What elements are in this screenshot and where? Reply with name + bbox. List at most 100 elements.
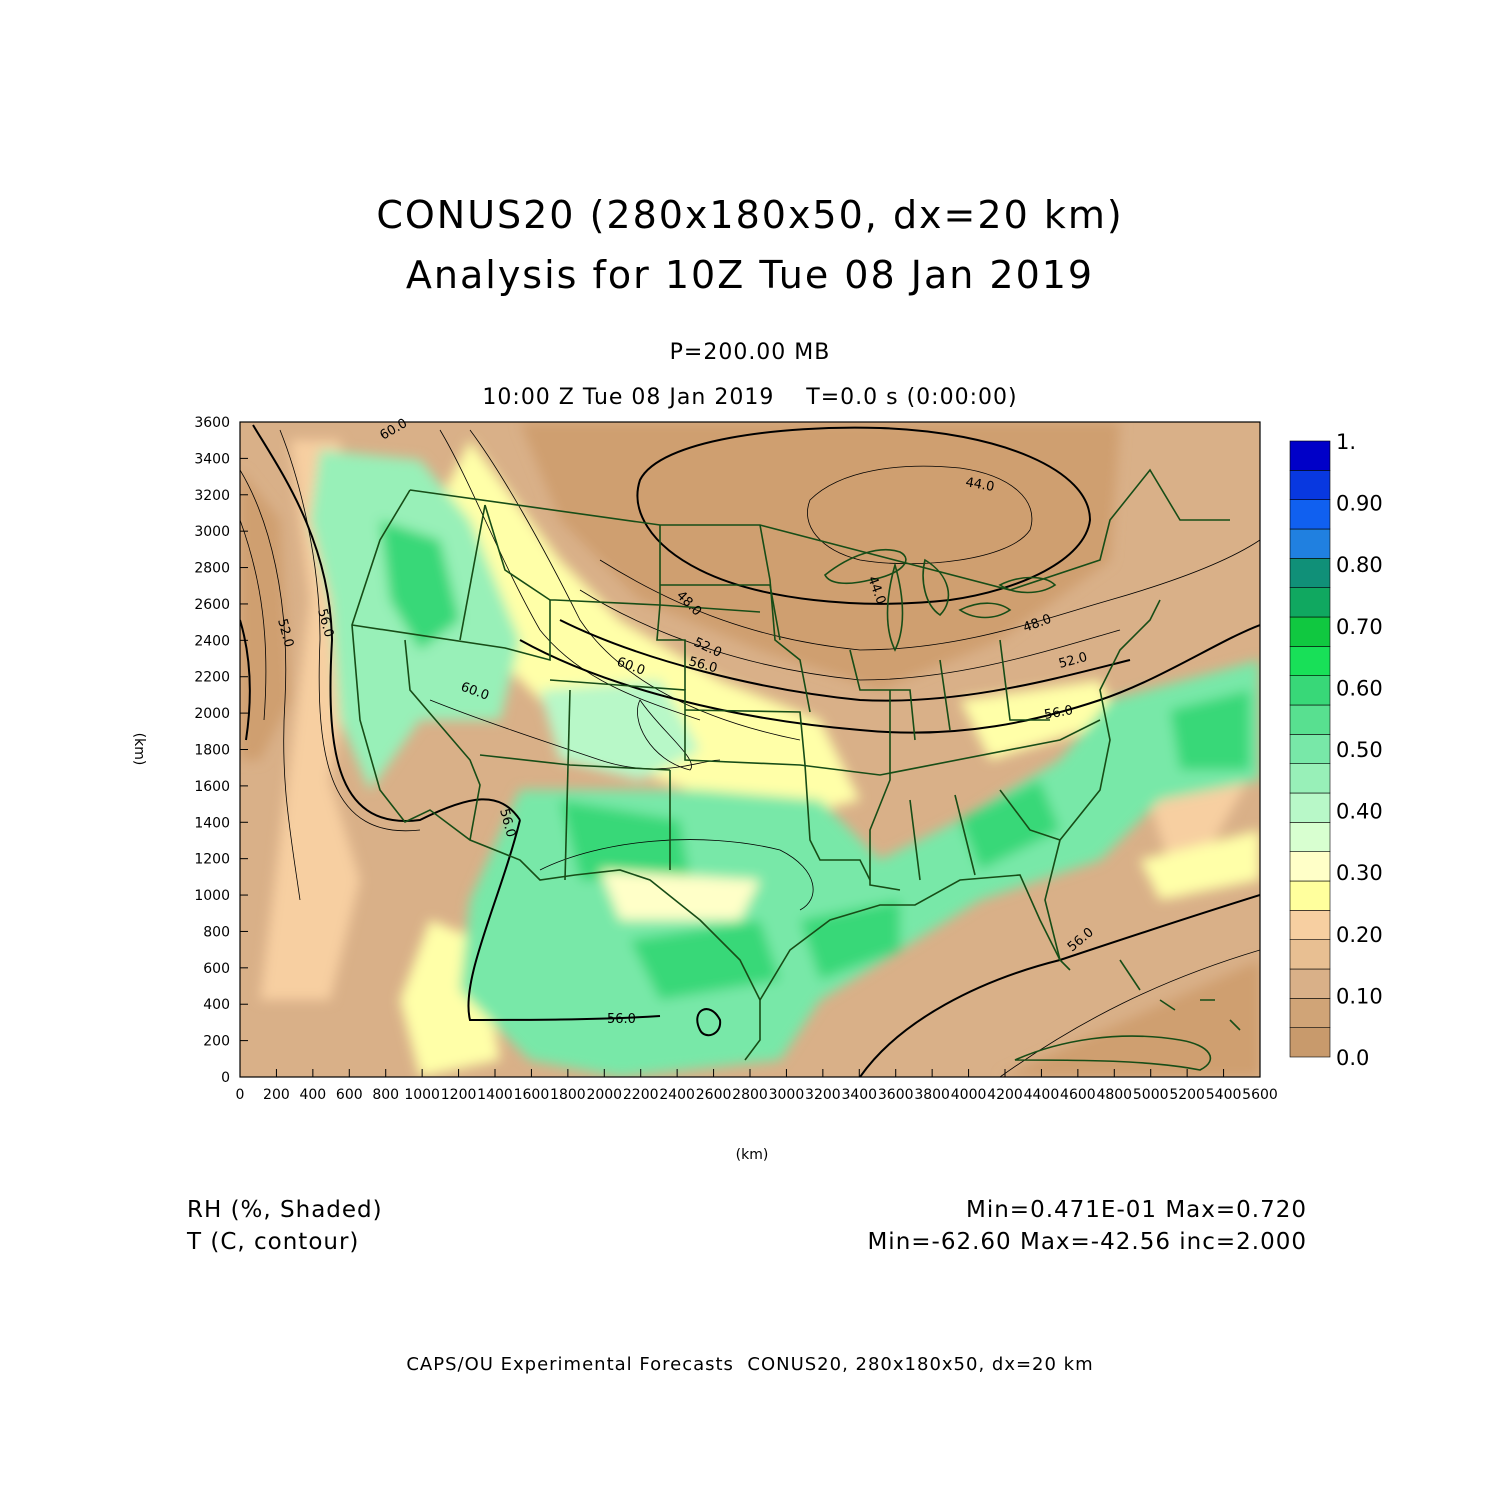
y-tick-label: 2800	[194, 561, 230, 577]
x-tick-label: 600	[336, 1087, 363, 1103]
contour-label: 56.0	[607, 1012, 636, 1027]
x-tick-label: 5200	[1169, 1087, 1205, 1103]
x-tick-label: 5400	[1206, 1087, 1242, 1103]
colorbar-swatch	[1289, 528, 1331, 559]
colorbar-swatch	[1289, 616, 1331, 647]
colorbar-swatch	[1289, 704, 1331, 735]
x-tick-label: 4400	[1024, 1087, 1060, 1103]
colorbar-label: 0.10	[1336, 984, 1383, 1008]
field1-name: RH (%, Shaded)	[187, 1197, 383, 1223]
contour-label: 56.0	[496, 807, 518, 839]
x-axis-label: (km)	[736, 1147, 769, 1163]
contour-label: 56.0	[687, 654, 719, 676]
x-tick-label: 1600	[514, 1087, 550, 1103]
y-axis: 0 200 400 600 800 1000 1200 1400 1600 1800 2000 220…	[194, 415, 248, 1086]
colorbar-label: 0.30	[1336, 861, 1383, 885]
x-tick-label: 2400	[659, 1087, 695, 1103]
valid-time: 10:00 Z Tue 08 Jan 2019 T=0.0 s (0:00:00…	[482, 385, 1018, 410]
x-tick-label: 3400	[841, 1087, 877, 1103]
x-tick-label: 1400	[477, 1087, 513, 1103]
y-tick-label: 1200	[194, 852, 230, 868]
colorbar-label: 0.50	[1336, 738, 1383, 762]
x-tick-label: 400	[299, 1087, 326, 1103]
y-tick-label: 0	[221, 1070, 230, 1086]
field1-range: Min=0.471E-01 Max=0.720	[965, 1197, 1307, 1223]
y-tick-label: 2000	[194, 706, 230, 722]
great-lakes-outline	[823, 548, 1057, 652]
x-tick-label: 3600	[878, 1087, 914, 1103]
colorbar-swatch	[1289, 587, 1331, 618]
x-tick-label: 800	[372, 1087, 399, 1103]
x-tick-label: 5600	[1242, 1087, 1278, 1103]
title-line-2: Analysis for 10Z Tue 08 Jan 2019	[405, 253, 1095, 297]
title-line-1: CONUS20 (280x180x50, dx=20 km)	[376, 193, 1124, 237]
colorbar-label: 0.80	[1336, 553, 1383, 577]
y-axis-label: (km)	[131, 733, 147, 766]
y-tick-label: 1600	[194, 779, 230, 795]
x-tick-label: 2000	[586, 1087, 622, 1103]
colorbar-swatch	[1289, 763, 1331, 794]
contour-label: 52.0	[1057, 650, 1089, 672]
colorbar-label: 0.40	[1336, 800, 1383, 824]
y-tick-label: 3400	[194, 451, 230, 467]
colorbar-swatch	[1289, 734, 1331, 764]
colorbar-swatch	[1289, 880, 1331, 911]
colorbar-swatch	[1289, 558, 1331, 588]
x-tick-label: 2600	[696, 1087, 732, 1103]
x-tick-label: 3800	[914, 1087, 950, 1103]
x-tick-label: 1200	[441, 1087, 477, 1103]
x-tick-label: 2800	[732, 1087, 768, 1103]
x-tick-label: 4800	[1096, 1087, 1132, 1103]
colorbar-swatch	[1289, 822, 1331, 852]
colorbar-swatch	[1289, 646, 1331, 676]
colorbar-swatch	[1289, 939, 1331, 970]
contour-label: 56.0	[1043, 703, 1074, 723]
contour-label: 44.0	[964, 475, 995, 495]
colorbar-label: 0.70	[1336, 615, 1383, 639]
footer-credit: CAPS/OU Experimental Forecasts CONUS20, …	[406, 1354, 1094, 1375]
y-tick-label: 3600	[194, 415, 230, 431]
contour-label: 52.0	[274, 617, 296, 649]
x-tick-label: 4200	[987, 1087, 1023, 1103]
colorbar-swatch	[1289, 1027, 1331, 1058]
x-tick-label: 4600	[1060, 1087, 1096, 1103]
colorbar-swatch	[1289, 792, 1331, 823]
x-tick-label: 3200	[805, 1087, 841, 1103]
caribbean-coastlines	[1014, 959, 1241, 1071]
x-tick-label: 0	[236, 1087, 245, 1103]
x-tick-label: 4000	[951, 1087, 987, 1103]
y-tick-label: 2200	[194, 670, 230, 686]
colorbar-swatch	[1289, 968, 1331, 999]
temperature-contours	[240, 424, 1260, 1077]
colorbar-swatch	[1289, 675, 1331, 706]
contour-label: 56.0	[314, 607, 336, 639]
colorbar-swatch	[1289, 440, 1331, 471]
y-tick-label: 2400	[194, 633, 230, 649]
y-tick-label: 600	[203, 961, 230, 977]
y-tick-label: 200	[203, 1034, 230, 1050]
y-tick-label: 400	[203, 997, 230, 1013]
field2-name: T (C, contour)	[187, 1229, 360, 1255]
colorbar-label: 1.	[1336, 430, 1356, 454]
rh-shaded-field	[240, 422, 1260, 1077]
y-tick-label: 3000	[194, 524, 230, 540]
x-tick-label: 1800	[550, 1087, 586, 1103]
y-tick-label: 800	[203, 924, 230, 940]
colorbar-swatch	[1289, 998, 1331, 1028]
x-tick-label: 1000	[404, 1087, 440, 1103]
y-tick-label: 1000	[194, 888, 230, 904]
y-tick-label: 1400	[194, 815, 230, 831]
x-tick-label: 200	[263, 1087, 290, 1103]
y-tick-label: 1800	[194, 743, 230, 759]
colorbar-label: 0.90	[1336, 492, 1383, 516]
x-axis: 0 200 400 600 800 1000 1200 1400 1600 1800 2000 220…	[236, 1069, 1278, 1103]
colorbar-swatch	[1289, 499, 1331, 530]
field2-range: Min=-62.60 Max=-42.56 inc=2.000	[867, 1229, 1307, 1255]
colorbar-label: 0.60	[1336, 676, 1383, 700]
colorbar-label: 0.20	[1336, 923, 1383, 947]
x-tick-label: 5000	[1133, 1087, 1169, 1103]
y-tick-label: 2600	[194, 597, 230, 613]
colorbar: 0.0 0.10 0.20 0.30 0.40 0.50 0.60 0.70 0.80 0.90 1…	[1289, 430, 1383, 1070]
y-tick-label: 3200	[194, 488, 230, 504]
